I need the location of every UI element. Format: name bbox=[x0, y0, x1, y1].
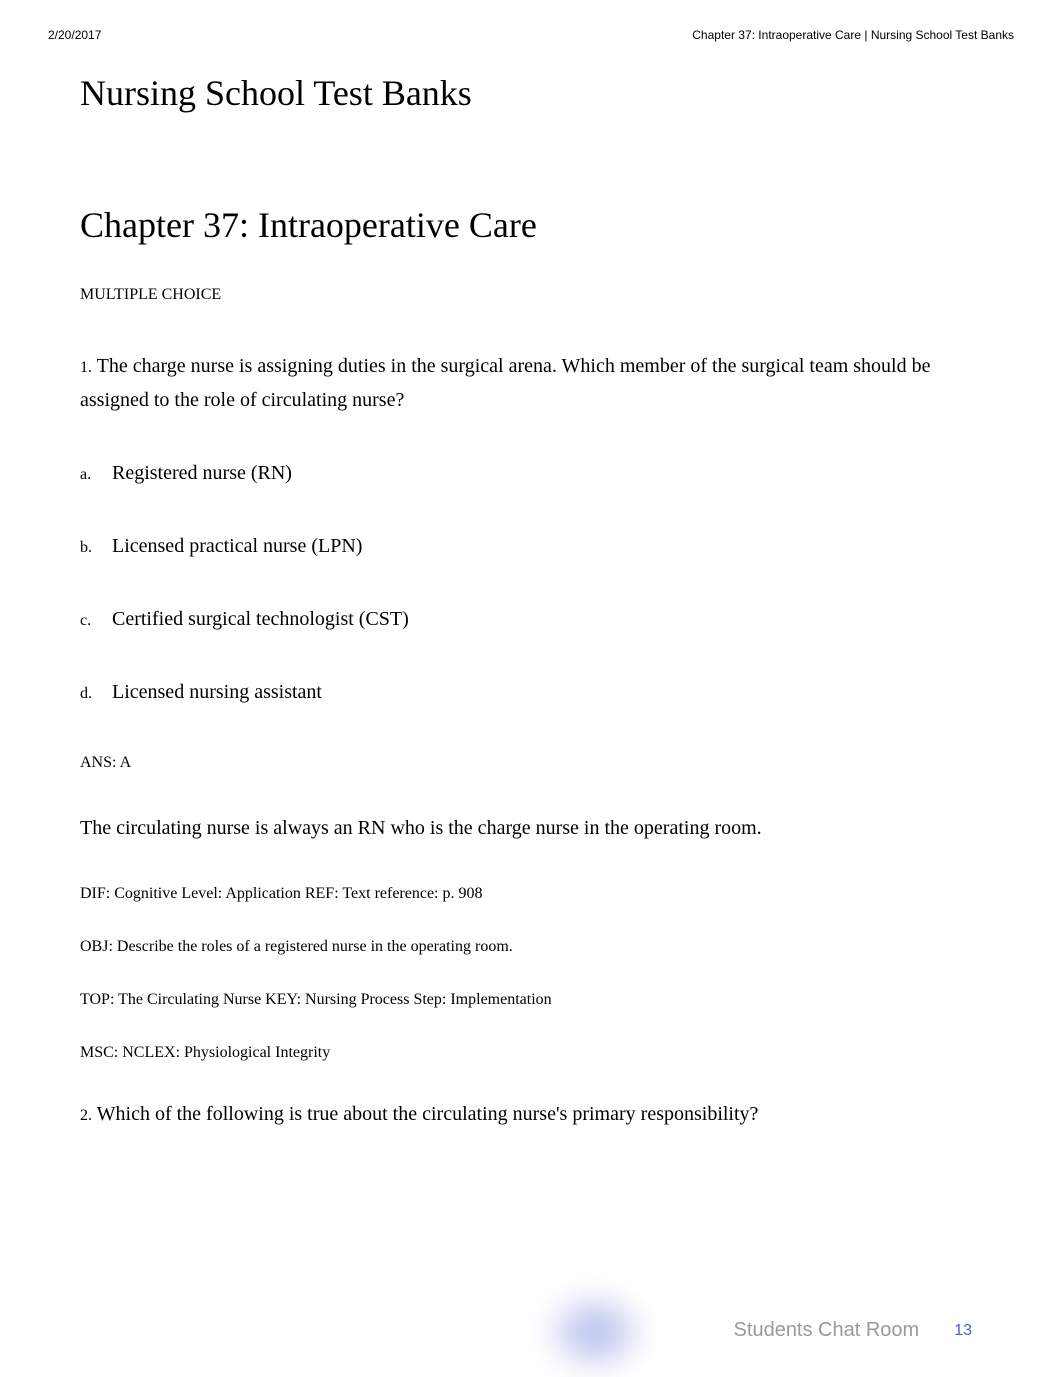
meta-top: TOP: The Circulating Nurse KEY: Nursing … bbox=[80, 991, 982, 1009]
option-d-letter: d. bbox=[80, 685, 112, 703]
chat-label: Students Chat Room bbox=[734, 1319, 920, 1342]
option-b: b. Licensed practical nurse (LPN) bbox=[80, 535, 982, 558]
header-page-title: Chapter 37: Intraoperative Care | Nursin… bbox=[692, 28, 1014, 42]
meta-msc: MSC: NCLEX: Physiological Integrity bbox=[80, 1044, 982, 1062]
question-2-body: Which of the following is true about the… bbox=[97, 1103, 759, 1125]
chat-widget[interactable]: Students Chat Room 13 bbox=[734, 1319, 972, 1342]
question-1-text: 1. The charge nurse is assigning duties … bbox=[80, 349, 982, 417]
answer-text: The circulating nurse is always an RN wh… bbox=[80, 817, 982, 840]
question-2-number: 2. bbox=[80, 1107, 92, 1124]
chapter-title: Chapter 37: Intraoperative Care bbox=[80, 204, 982, 246]
option-a-letter: a. bbox=[80, 466, 112, 484]
meta-obj: OBJ: Describe the roles of a registered … bbox=[80, 938, 982, 956]
answer-label: ANS: A bbox=[80, 754, 982, 772]
option-a-text: Registered nurse (RN) bbox=[112, 462, 982, 485]
site-title: Nursing School Test Banks bbox=[80, 72, 982, 114]
option-d-text: Licensed nursing assistant bbox=[112, 681, 982, 704]
option-b-text: Licensed practical nurse (LPN) bbox=[112, 535, 982, 558]
meta-dif: DIF: Cognitive Level: Application REF: T… bbox=[80, 885, 982, 903]
section-label: MULTIPLE CHOICE bbox=[80, 286, 982, 304]
blur-overlay bbox=[540, 1287, 650, 1377]
option-a: a. Registered nurse (RN) bbox=[80, 462, 982, 485]
chat-count: 13 bbox=[954, 1322, 972, 1340]
option-c-text: Certified surgical technologist (CST) bbox=[112, 608, 982, 631]
option-c-letter: c. bbox=[80, 612, 112, 630]
question-2-text: 2. Which of the following is true about … bbox=[80, 1097, 982, 1131]
header-date: 2/20/2017 bbox=[48, 28, 101, 42]
option-c: c. Certified surgical technologist (CST) bbox=[80, 608, 982, 631]
question-1-number: 1. bbox=[80, 359, 92, 376]
option-d: d. Licensed nursing assistant bbox=[80, 681, 982, 704]
option-b-letter: b. bbox=[80, 539, 112, 557]
question-1-body: The charge nurse is assigning duties in … bbox=[80, 355, 931, 411]
